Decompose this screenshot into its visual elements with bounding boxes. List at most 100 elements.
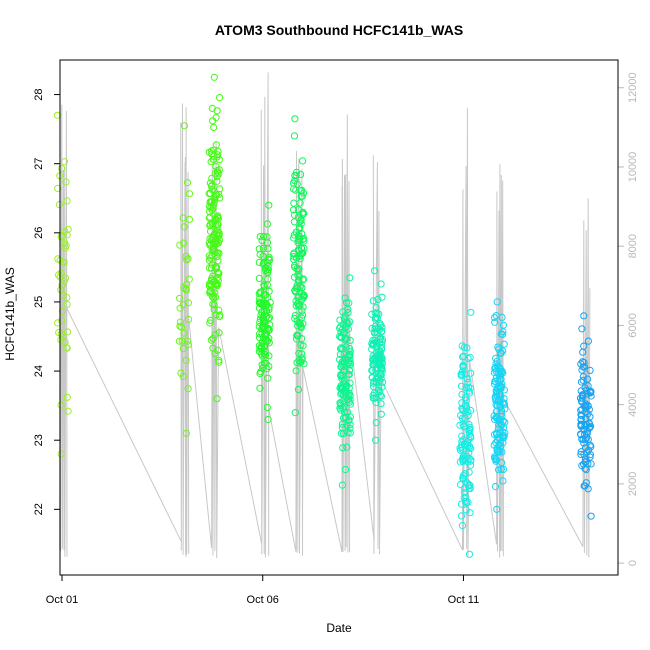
data-point	[458, 522, 467, 530]
data-point	[456, 480, 465, 489]
data-point	[580, 358, 588, 367]
data-point	[58, 307, 67, 315]
data-point	[339, 397, 347, 405]
data-point	[263, 220, 271, 228]
data-point	[255, 323, 263, 331]
data-point	[492, 312, 500, 320]
data-point	[215, 170, 223, 178]
data-point	[300, 210, 308, 218]
data-point	[377, 280, 385, 288]
data-point	[377, 375, 385, 383]
data-point	[458, 441, 466, 449]
data-point	[61, 239, 69, 247]
data-point	[337, 344, 345, 352]
y-axis-label: HCFC141b_WAS	[3, 267, 17, 361]
data-point	[259, 244, 267, 252]
data-point	[460, 422, 468, 430]
data-point	[496, 349, 504, 357]
data-point	[210, 152, 218, 160]
data-point	[290, 218, 298, 226]
data-point	[297, 216, 305, 224]
data-point	[299, 208, 307, 216]
data-point	[211, 170, 219, 178]
data-point	[63, 328, 72, 336]
data-point	[207, 336, 215, 344]
data-point	[54, 319, 62, 327]
data-point	[185, 275, 193, 283]
data-point	[499, 347, 507, 355]
data-point	[466, 509, 474, 517]
data-point	[465, 468, 473, 476]
data-point	[497, 369, 505, 377]
data-point	[378, 365, 386, 373]
data-point	[499, 330, 507, 339]
data-point	[184, 385, 192, 393]
data-point	[296, 223, 304, 232]
data-point	[372, 436, 380, 444]
data-point	[582, 404, 590, 412]
data-point	[256, 294, 264, 302]
data-point	[338, 420, 346, 428]
data-point	[264, 245, 272, 253]
data-point	[185, 215, 194, 223]
y2-tick-label: 4000	[627, 392, 639, 416]
data-point	[256, 233, 264, 241]
data-point	[183, 337, 192, 345]
data-point	[64, 407, 72, 415]
data-point	[499, 428, 507, 436]
data-point	[213, 107, 221, 115]
data-point	[182, 429, 190, 437]
data-point	[255, 258, 263, 266]
data-point	[346, 350, 354, 358]
x-tick-label: Oct 01	[46, 594, 78, 606]
data-point	[260, 311, 268, 319]
data-point	[341, 336, 349, 344]
y2-tick-label: 12000	[627, 72, 639, 103]
data-point	[209, 334, 217, 342]
data-point	[346, 274, 354, 282]
data-point	[208, 174, 216, 182]
data-point	[60, 277, 68, 285]
data-point	[492, 388, 500, 396]
data-point	[462, 405, 471, 413]
y-tick-label: 25	[33, 296, 45, 308]
data-point	[498, 380, 506, 388]
data-point	[295, 265, 303, 273]
data-point	[263, 233, 271, 241]
data-point	[299, 342, 307, 350]
data-point	[297, 358, 305, 366]
data-point	[339, 430, 348, 438]
data-point	[458, 342, 466, 350]
data-point	[587, 422, 595, 430]
data-point	[499, 321, 507, 329]
data-point	[295, 247, 303, 255]
data-point	[256, 384, 264, 392]
data-point	[58, 281, 66, 289]
data-point	[289, 250, 298, 258]
data-point	[495, 421, 503, 429]
data-point	[291, 263, 299, 271]
data-point	[465, 449, 473, 457]
data-point	[299, 303, 307, 311]
data-point	[212, 163, 220, 171]
data-point	[467, 432, 475, 440]
data-point	[463, 344, 471, 352]
data-point	[459, 363, 467, 371]
data-point	[292, 228, 300, 236]
data-point	[342, 414, 350, 422]
data-point	[264, 268, 272, 276]
data-point	[343, 396, 351, 404]
data-point	[213, 220, 221, 228]
data-point	[493, 430, 501, 439]
data-point	[579, 358, 587, 366]
data-point	[215, 358, 223, 366]
data-point	[577, 411, 585, 419]
data-point	[292, 171, 300, 180]
data-point	[369, 352, 377, 360]
data-point	[587, 512, 595, 520]
data-point	[293, 359, 301, 367]
data-point	[376, 351, 384, 359]
data-point	[493, 298, 501, 306]
data-point	[210, 230, 218, 238]
data-point	[464, 498, 472, 506]
